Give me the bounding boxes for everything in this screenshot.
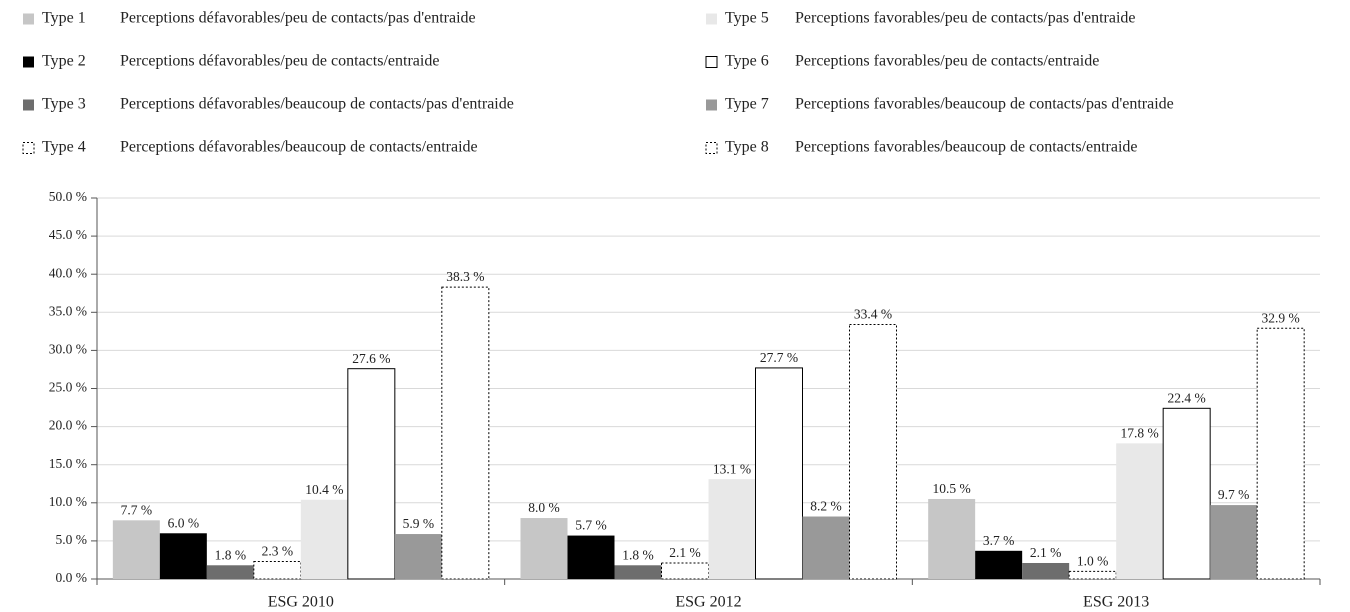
data-label: 2.3 %: [262, 544, 294, 559]
y-tick-label: 25.0 %: [49, 380, 87, 395]
bar: [112, 520, 160, 579]
legend-swatch: [23, 13, 34, 25]
bar: [394, 534, 442, 579]
legend-type: Type 5: [725, 10, 769, 27]
y-tick-label: 5.0 %: [56, 532, 88, 547]
data-label: 3.7 %: [983, 533, 1015, 548]
data-label: 13.1 %: [713, 461, 751, 476]
data-label: 10.5 %: [933, 481, 971, 496]
legend-label: Perceptions défavorables/beaucoup de con…: [120, 139, 478, 156]
bar: [1116, 443, 1164, 579]
data-label: 17.8 %: [1121, 425, 1159, 440]
data-label: 22.4 %: [1168, 390, 1206, 405]
legend-type: Type 1: [42, 10, 86, 27]
bar: [1162, 407, 1211, 580]
bar: [1256, 327, 1305, 580]
legend-swatch: [706, 13, 717, 25]
legend-type: Type 3: [42, 96, 86, 113]
data-label: 2.1 %: [669, 545, 701, 560]
y-tick-label: 0.0 %: [56, 570, 88, 585]
data-label: 27.7 %: [760, 350, 798, 365]
bar: [975, 550, 1023, 579]
y-tick-label: 15.0 %: [49, 456, 87, 471]
y-tick-label: 10.0 %: [49, 494, 87, 509]
data-label: 1.0 %: [1077, 553, 1109, 568]
y-tick-label: 30.0 %: [49, 341, 87, 356]
legend-type: Type 2: [42, 53, 86, 70]
bar: [520, 518, 568, 579]
legend-type: Type 7: [725, 96, 769, 113]
bar: [661, 562, 709, 580]
legend-swatch: [22, 142, 35, 154]
bar: [1210, 505, 1258, 579]
bar: [802, 516, 850, 579]
legend-type: Type 8: [725, 139, 769, 156]
data-label: 1.8 %: [215, 547, 247, 562]
data-label: 32.9 %: [1262, 310, 1300, 325]
data-label: 6.0 %: [168, 515, 200, 530]
bar: [928, 498, 976, 579]
legend-type: Type 6: [725, 53, 769, 70]
data-label: 33.4 %: [854, 307, 892, 322]
data-label: 2.1 %: [1030, 545, 1062, 560]
data-label: 1.8 %: [622, 547, 654, 562]
legend-label: Perceptions défavorables/peu de contacts…: [120, 53, 439, 70]
data-label: 8.2 %: [810, 499, 842, 514]
legend-swatch: [23, 56, 34, 68]
data-label: 38.3 %: [446, 269, 484, 284]
data-label: 27.6 %: [352, 351, 390, 366]
bar: [347, 368, 396, 580]
y-tick-label: 35.0 %: [49, 303, 87, 318]
bar: [708, 479, 756, 579]
bar: [159, 533, 207, 579]
legend-label: Perceptions défavorables/peu de contacts…: [120, 10, 476, 27]
legend-swatch: [23, 99, 34, 111]
data-label: 5.7 %: [575, 518, 607, 533]
y-tick-label: 20.0 %: [49, 418, 87, 433]
legend-swatch: [705, 142, 718, 154]
x-tick-label: ESG 2012: [675, 594, 741, 611]
legend-swatch: [705, 56, 718, 68]
legend-label: Perceptions favorables/peu de contacts/p…: [795, 10, 1136, 27]
legend-type: Type 4: [42, 139, 86, 156]
bar: [441, 286, 490, 580]
legend-label: Perceptions favorables/peu de contacts/e…: [795, 53, 1099, 70]
bar: [300, 499, 348, 579]
bar: [755, 367, 803, 580]
data-label: 10.4 %: [305, 482, 343, 497]
data-label: 5.9 %: [403, 516, 435, 531]
bar: [1022, 562, 1070, 579]
bar: [253, 560, 302, 580]
bar: [614, 565, 662, 579]
x-tick-label: ESG 2013: [1083, 594, 1149, 611]
bar: [567, 535, 615, 579]
legend-label: Perceptions défavorables/beaucoup de con…: [120, 96, 514, 113]
bar: [206, 565, 254, 579]
y-tick-label: 50.0 %: [49, 189, 87, 204]
data-label: 7.7 %: [121, 502, 153, 517]
bar: [849, 323, 897, 580]
data-label: 9.7 %: [1218, 487, 1250, 502]
y-tick-label: 45.0 %: [49, 227, 87, 242]
x-tick-label: ESG 2010: [268, 594, 334, 611]
legend-swatch: [706, 99, 717, 111]
legend-label: Perceptions favorables/beaucoup de conta…: [795, 96, 1174, 113]
data-label: 8.0 %: [528, 500, 560, 515]
bar: [1068, 570, 1117, 580]
legend-label: Perceptions favorables/beaucoup de conta…: [795, 139, 1138, 156]
y-tick-label: 40.0 %: [49, 265, 87, 280]
